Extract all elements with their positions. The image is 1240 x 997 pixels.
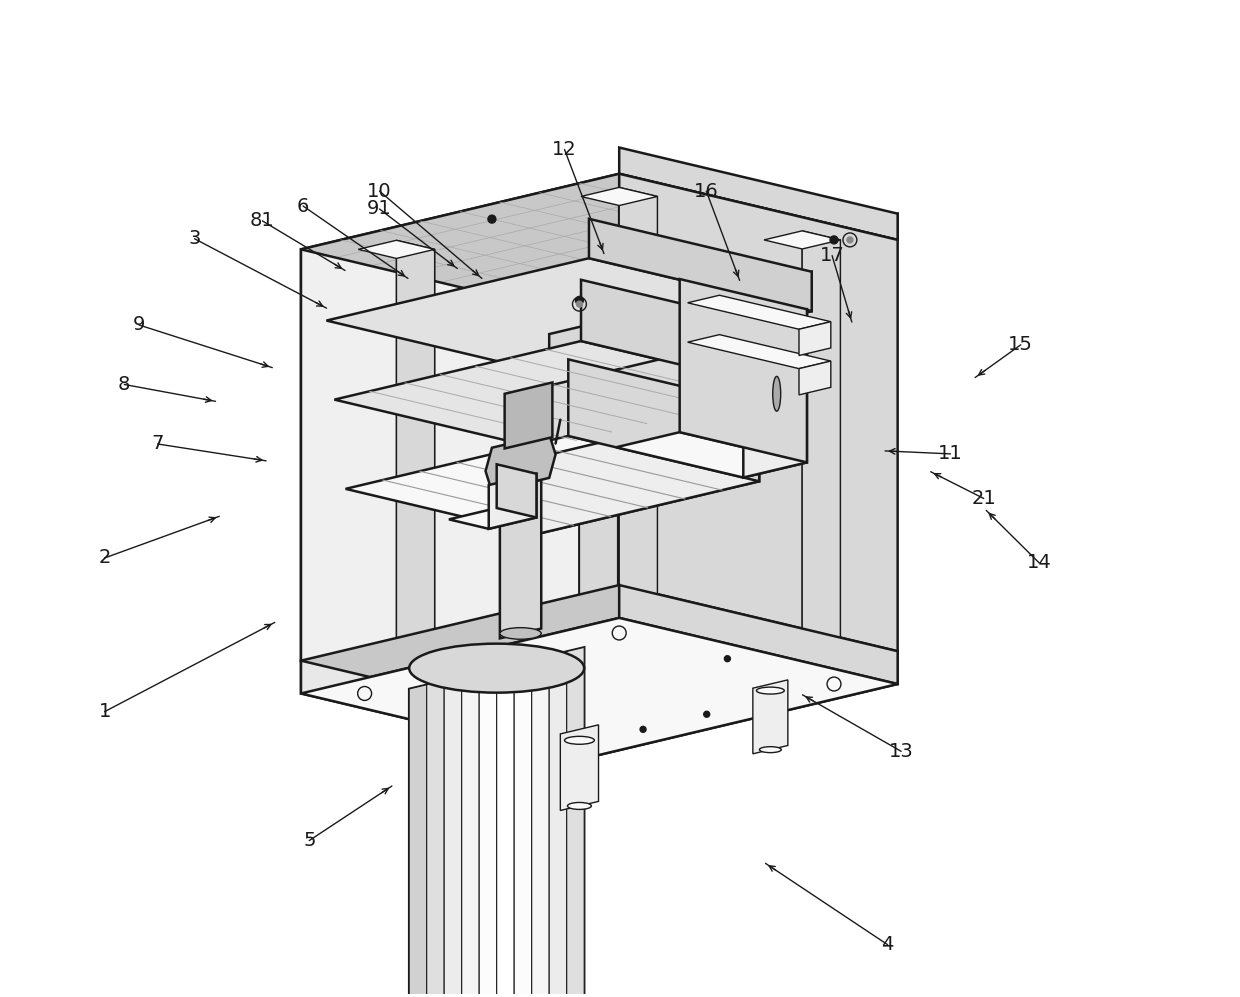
Text: 2: 2 [98, 548, 110, 567]
Polygon shape [799, 322, 831, 356]
Polygon shape [589, 218, 812, 311]
Polygon shape [505, 383, 552, 449]
Text: 4: 4 [882, 935, 894, 954]
Polygon shape [743, 309, 807, 478]
Circle shape [847, 237, 853, 243]
Polygon shape [500, 480, 541, 638]
Polygon shape [497, 664, 515, 997]
Text: 8: 8 [118, 375, 130, 394]
Polygon shape [346, 436, 759, 534]
Circle shape [704, 711, 709, 717]
Polygon shape [799, 361, 831, 395]
Text: 21: 21 [971, 489, 996, 508]
Polygon shape [619, 173, 898, 651]
Polygon shape [688, 295, 831, 329]
Polygon shape [541, 284, 618, 302]
Circle shape [425, 675, 432, 681]
Ellipse shape [500, 628, 541, 639]
Polygon shape [444, 676, 461, 997]
Polygon shape [579, 293, 618, 713]
Ellipse shape [759, 747, 781, 753]
Text: 13: 13 [889, 742, 914, 761]
Text: 17: 17 [820, 246, 844, 265]
Polygon shape [579, 213, 898, 315]
Polygon shape [802, 240, 841, 660]
Circle shape [640, 727, 646, 733]
Text: 1: 1 [98, 702, 110, 721]
Polygon shape [409, 647, 584, 997]
Polygon shape [301, 585, 619, 694]
Polygon shape [515, 660, 532, 997]
Text: 3: 3 [188, 229, 201, 248]
Polygon shape [680, 279, 807, 463]
Circle shape [577, 301, 583, 307]
Polygon shape [619, 196, 657, 617]
Polygon shape [802, 231, 841, 651]
Circle shape [575, 296, 583, 304]
Text: 12: 12 [552, 140, 577, 159]
Polygon shape [579, 651, 898, 760]
Polygon shape [301, 661, 579, 760]
Polygon shape [301, 173, 619, 661]
Polygon shape [619, 148, 898, 240]
Text: 10: 10 [367, 181, 392, 200]
Circle shape [830, 236, 838, 244]
Polygon shape [489, 474, 537, 528]
Polygon shape [486, 434, 556, 492]
Polygon shape [427, 681, 444, 997]
Polygon shape [397, 249, 435, 670]
Polygon shape [616, 432, 807, 478]
Polygon shape [335, 341, 787, 449]
Text: 81: 81 [250, 211, 275, 230]
Polygon shape [301, 249, 579, 727]
Polygon shape [582, 280, 787, 390]
Polygon shape [479, 668, 497, 997]
Polygon shape [688, 335, 831, 369]
Circle shape [768, 696, 774, 702]
Polygon shape [358, 240, 435, 258]
Text: 6: 6 [296, 196, 309, 215]
Polygon shape [764, 231, 841, 249]
Text: 16: 16 [694, 181, 719, 200]
Polygon shape [497, 465, 537, 517]
Polygon shape [582, 187, 657, 205]
Polygon shape [560, 725, 599, 811]
Polygon shape [397, 240, 435, 661]
Polygon shape [619, 187, 657, 608]
Ellipse shape [568, 803, 591, 810]
Circle shape [724, 656, 730, 662]
Polygon shape [537, 405, 759, 534]
Text: 15: 15 [1008, 335, 1033, 354]
Ellipse shape [773, 376, 781, 411]
Text: 5: 5 [303, 831, 315, 850]
Polygon shape [532, 656, 549, 997]
Polygon shape [568, 359, 759, 482]
Polygon shape [461, 672, 479, 997]
Polygon shape [449, 508, 537, 528]
Text: 7: 7 [151, 435, 164, 454]
Ellipse shape [564, 737, 594, 745]
Text: 14: 14 [1027, 553, 1052, 572]
Polygon shape [579, 284, 618, 704]
Polygon shape [301, 618, 898, 760]
Polygon shape [753, 680, 787, 754]
Text: 11: 11 [939, 445, 962, 464]
Polygon shape [301, 173, 898, 315]
Polygon shape [619, 585, 898, 684]
Polygon shape [409, 685, 427, 997]
Circle shape [487, 215, 496, 223]
Polygon shape [549, 651, 567, 997]
Polygon shape [549, 272, 812, 374]
Text: 9: 9 [133, 315, 145, 335]
Ellipse shape [756, 687, 784, 694]
Text: 91: 91 [367, 199, 392, 218]
Polygon shape [326, 258, 812, 374]
Ellipse shape [409, 644, 584, 693]
Polygon shape [567, 647, 584, 997]
Polygon shape [541, 329, 787, 449]
